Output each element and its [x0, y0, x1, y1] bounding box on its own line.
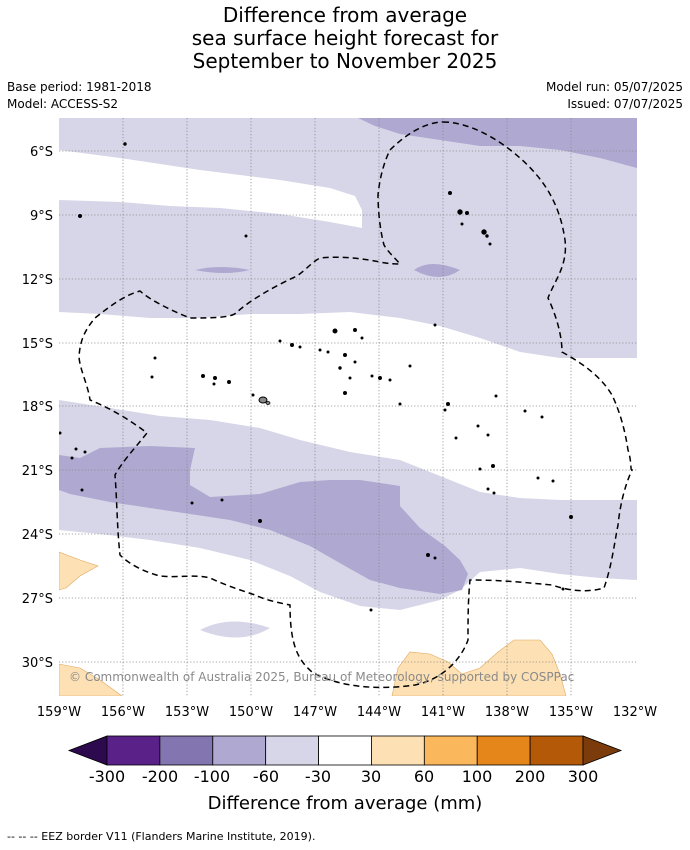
colorbar-title: Difference from average (mm): [208, 793, 483, 814]
colorbar-swatch: [318, 735, 372, 766]
colorbar-swatch: [159, 735, 214, 766]
lat-label: 15°S: [22, 337, 53, 352]
chart-title: Difference from average sea surface heig…: [0, 4, 690, 73]
anomaly-patch-southwest: [200, 621, 270, 638]
anomaly-patch-northeast: [358, 118, 637, 168]
meta-left: Base period: 1981-2018 Model: ACCESS-S2: [7, 79, 152, 113]
latitude-labels: 6°S 9°S 12°S 15°S 18°S 21°S 24°S 27°S 30…: [22, 145, 53, 671]
colorbar-swatch: [212, 735, 267, 766]
colorbar-tick: 60: [414, 767, 434, 786]
colorbar-extend-high: [582, 735, 623, 766]
lon-label: 144°W: [357, 705, 401, 720]
colorbar-tick: 30: [361, 767, 381, 786]
anomaly-patch-small-west: [195, 267, 250, 273]
lon-label: 138°W: [485, 705, 529, 720]
colorbar-swatches: [67, 735, 623, 766]
colorbar-swatch: [423, 735, 478, 766]
island-moorea: [265, 401, 271, 405]
colorbar-tick: -300: [89, 767, 125, 786]
colorbar-tick: -60: [253, 767, 279, 786]
lat-label: 12°S: [22, 273, 53, 288]
longitude-labels: 159°W 156°W 153°W 150°W 147°W 144°W 141°…: [37, 705, 657, 720]
title-line-3: September to November 2025: [192, 49, 498, 73]
lat-label: 24°S: [22, 528, 53, 543]
colorbar-swatch: [265, 735, 319, 766]
model-run: Model run: 05/07/2025: [545, 80, 683, 94]
eez-legend: -- -- -- EEZ border V11 (Flanders Marine…: [7, 830, 316, 843]
meta-right: Model run: 05/07/2025 Issued: 07/07/2025: [546, 79, 683, 113]
islands: [59, 142, 573, 612]
lon-label: 159°W: [37, 705, 81, 720]
colorbar-tick: 200: [515, 767, 546, 786]
lon-label: 135°W: [549, 705, 593, 720]
lat-label: 6°S: [30, 145, 53, 160]
anomaly-band-south-strong: [59, 446, 468, 594]
colorbar-tick: -100: [194, 767, 230, 786]
title-line-2: sea surface height forecast for: [191, 26, 499, 50]
positive-patch-south: [391, 639, 567, 696]
lat-label: 21°S: [22, 464, 53, 479]
lat-label: 18°S: [22, 400, 53, 415]
colorbar-tick: 100: [462, 767, 493, 786]
lon-label: 132°W: [613, 705, 657, 720]
base-period: Base period: 1981-2018: [7, 80, 152, 94]
colorbar-swatch: [371, 735, 425, 766]
anomaly-patch-small-east: [414, 264, 460, 277]
model-name: Model: ACCESS-S2: [7, 97, 119, 111]
colorbar-tick-labels: -300 -200 -100 -60 -30 30 60 100 200 300: [89, 767, 598, 786]
positive-patch-southwest: [59, 663, 123, 696]
title-line-1: Difference from average: [222, 3, 468, 27]
lon-label: 141°W: [421, 705, 465, 720]
lon-label: 147°W: [293, 705, 337, 720]
island-tahiti: [258, 396, 268, 404]
positive-patch-west: [59, 551, 99, 591]
colorbar-swatch: [476, 735, 531, 766]
colorbar-swatch: [106, 735, 161, 766]
colorbar-extend-low: [67, 735, 108, 766]
colorbar-swatch: [529, 735, 584, 766]
lat-label: 9°S: [30, 209, 53, 224]
anomaly-gap-north: [59, 150, 362, 228]
lon-label: 156°W: [101, 705, 145, 720]
issued-date: Issued: 07/07/2025: [567, 97, 683, 111]
lat-label: 30°S: [22, 656, 53, 671]
colorbar-tick: 300: [568, 767, 599, 786]
graticule: [59, 118, 637, 696]
lon-label: 153°W: [165, 705, 209, 720]
colorbar-tick: -30: [305, 767, 331, 786]
lat-label: 27°S: [22, 592, 53, 607]
colorbar-tick: -200: [142, 767, 178, 786]
lon-label: 150°W: [229, 705, 273, 720]
copyright-text: © Commonwealth of Australia 2025, Bureau…: [69, 670, 574, 684]
colorbar: -300 -200 -100 -60 -30 30 60 100 200 300…: [67, 735, 623, 814]
map-plot-area: © Commonwealth of Australia 2025, Bureau…: [59, 118, 637, 696]
